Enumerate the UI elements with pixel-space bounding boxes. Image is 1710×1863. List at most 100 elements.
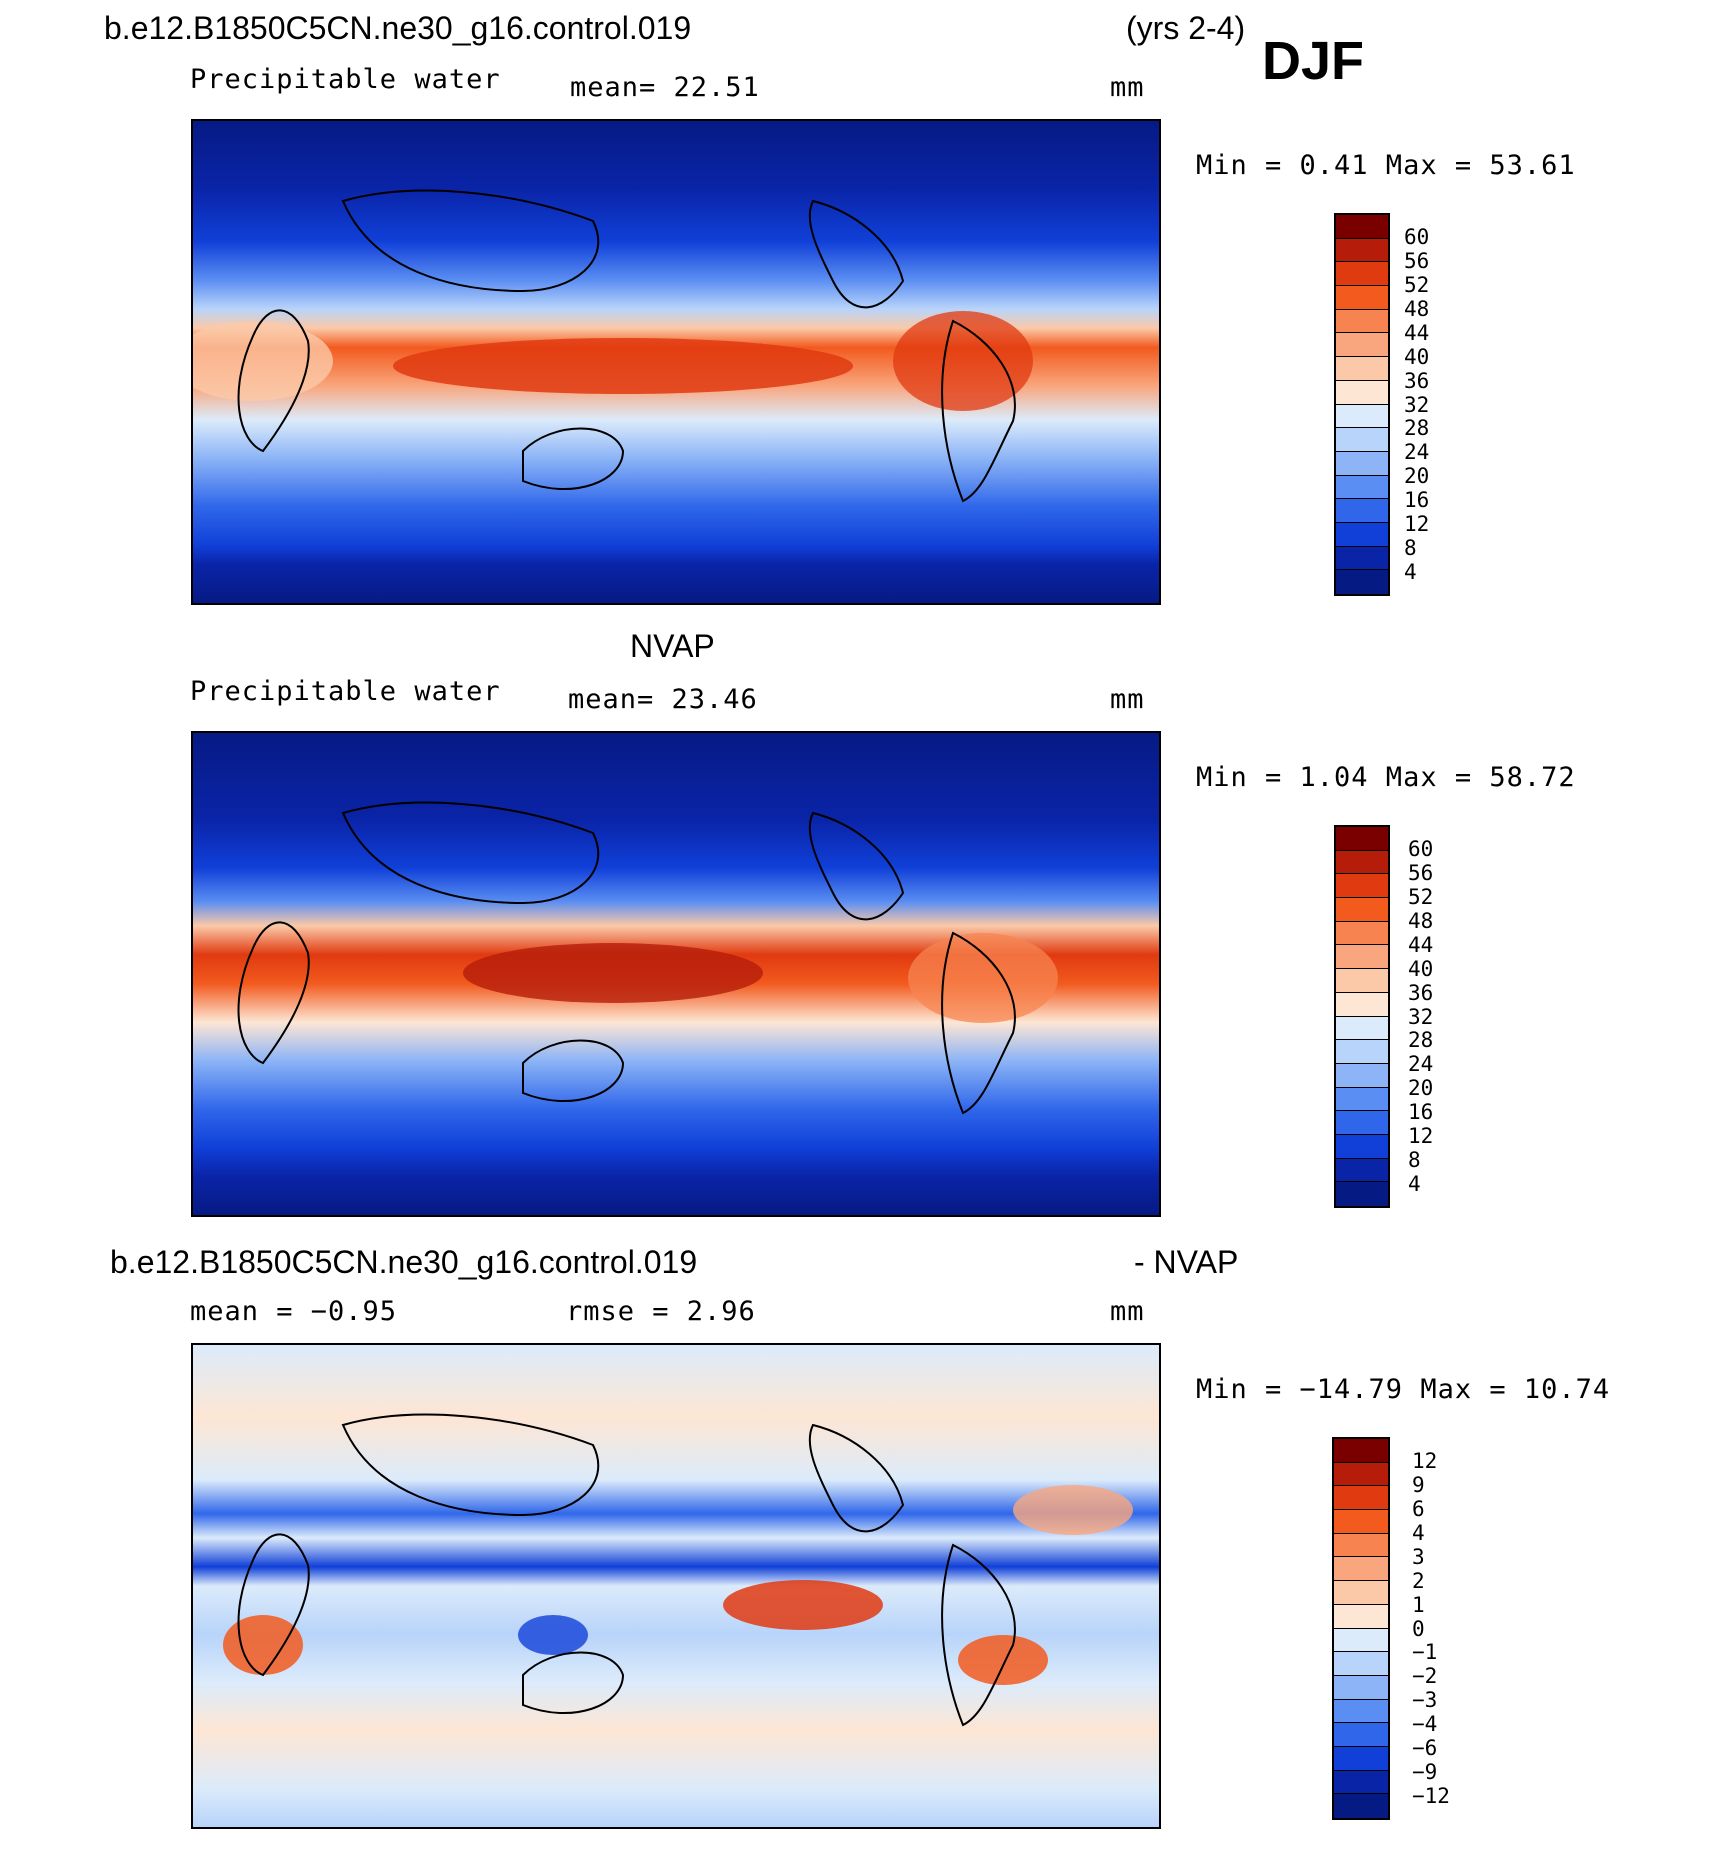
colorbar-swatch	[1334, 1794, 1388, 1818]
colorbar-swatch	[1336, 992, 1388, 1017]
colorbar-swatch	[1334, 1746, 1388, 1771]
colorbar-swatch	[1336, 262, 1388, 287]
colorbar-tick-label: 52	[1408, 884, 1434, 909]
colorbar-tick-label: 4	[1412, 1520, 1425, 1545]
colorbar-swatch	[1336, 499, 1388, 523]
colorbar-tick-label: 0	[1412, 1616, 1425, 1641]
model-pw-colorbar	[1334, 213, 1390, 596]
colorbar-tick-label: 12	[1412, 1448, 1438, 1473]
colorbar-tick-label: 4	[1404, 560, 1417, 585]
colorbar-tick-label: 8	[1408, 1148, 1421, 1173]
colorbar-swatch	[1336, 546, 1388, 571]
coastlines	[237, 1413, 1016, 1727]
mean-label: mean= 23.46	[568, 684, 758, 715]
colorbar-tick-label: 40	[1404, 344, 1430, 369]
model-pw-field	[193, 121, 1159, 603]
minmax-label: Min = 0.41 Max = 53.61	[1196, 150, 1576, 181]
colorbar-tick-label: 56	[1404, 248, 1430, 273]
colorbar-tick-label: −12	[1412, 1784, 1450, 1809]
colorbar-swatch	[1336, 380, 1388, 405]
colorbar-swatch	[1334, 1486, 1388, 1511]
units-label: mm	[1110, 72, 1145, 103]
diff-title-right: - NVAP	[1134, 1244, 1239, 1280]
colorbar-tick-label: −2	[1412, 1664, 1438, 1689]
model-pw-map	[191, 119, 1161, 605]
colorbar-tick-label: 32	[1404, 392, 1430, 417]
coastlines	[237, 801, 1016, 1115]
colorbar-tick-label: 60	[1404, 224, 1430, 249]
colorbar-tick-label: 28	[1408, 1028, 1434, 1053]
colorbar-tick-label: −6	[1412, 1736, 1438, 1761]
colorbar-swatch	[1336, 874, 1388, 899]
colorbar-tick-label: 44	[1408, 932, 1434, 957]
rmse-label: rmse = 2.96	[566, 1296, 756, 1327]
diff-pw-colorbar-ticks: 12 9 6 4 3 2 1 0 −1 −2 −3 −4 −6 −9 −12	[1412, 1437, 1472, 1820]
warm-pool-blobs	[463, 933, 1058, 1023]
anomaly-blobs	[223, 1485, 1133, 1685]
colorbar-swatch	[1336, 1016, 1388, 1041]
nvap-pw-colorbar-ticks: 60 56 52 48 44 40 36 32 28 24 20 16 12 8 4	[1408, 825, 1468, 1208]
coastlines	[237, 189, 1016, 503]
colorbar-swatch	[1336, 286, 1388, 310]
colorbar-swatch	[1334, 1462, 1388, 1487]
colorbar-tick-label: 9	[1412, 1472, 1425, 1497]
colorbar-swatch	[1334, 1581, 1388, 1605]
colorbar-swatch	[1334, 1557, 1388, 1582]
colorbar-tick-label: −4	[1412, 1712, 1438, 1737]
colorbar-swatch	[1336, 921, 1388, 946]
colorbar-tick-label: 36	[1404, 368, 1430, 393]
diff-pw-colorbar	[1332, 1437, 1390, 1820]
colorbar-swatch	[1336, 1134, 1388, 1159]
colorbar-swatch	[1336, 945, 1388, 970]
nvap-pw-colorbar	[1334, 825, 1390, 1208]
years-label: (yrs 2-4)	[1126, 10, 1246, 46]
diff-pw-map	[191, 1343, 1161, 1829]
colorbar-swatch	[1336, 451, 1388, 476]
colorbar-swatch	[1336, 238, 1388, 263]
colorbar-tick-label: 36	[1408, 980, 1434, 1005]
colorbar-tick-label: −1	[1412, 1640, 1438, 1665]
colorbar-tick-label: 6	[1412, 1496, 1425, 1521]
colorbar-swatch	[1334, 1510, 1388, 1534]
colorbar-tick-label: 40	[1408, 956, 1434, 981]
colorbar-swatch	[1336, 309, 1388, 334]
colorbar-tick-label: −3	[1412, 1688, 1438, 1713]
colorbar-swatch	[1336, 1040, 1388, 1064]
mean-label: mean = −0.95	[190, 1296, 398, 1327]
colorbar-swatch	[1336, 522, 1388, 547]
colorbar-tick-label: 32	[1408, 1004, 1434, 1029]
colorbar-swatch	[1336, 1158, 1388, 1183]
units-label: mm	[1110, 684, 1145, 715]
colorbar-tick-label: 56	[1408, 860, 1434, 885]
colorbar-tick-label: 12	[1404, 512, 1430, 537]
colorbar-swatch	[1336, 1063, 1388, 1088]
colorbar-tick-label: 52	[1404, 272, 1430, 297]
colorbar-tick-label: 20	[1404, 464, 1430, 489]
colorbar-swatch	[1334, 1533, 1388, 1558]
colorbar-swatch	[1336, 827, 1388, 851]
colorbar-tick-label: 8	[1404, 536, 1417, 561]
colorbar-tick-label: −9	[1412, 1760, 1438, 1785]
colorbar-tick-label: 4	[1408, 1172, 1421, 1197]
colorbar-tick-label: 24	[1408, 1052, 1434, 1077]
colorbar-swatch	[1336, 1087, 1388, 1112]
colorbar-swatch	[1336, 969, 1388, 993]
colorbar-tick-label: 1	[1412, 1592, 1425, 1617]
colorbar-segments	[1336, 215, 1388, 594]
colorbar-tick-label: 44	[1404, 320, 1430, 345]
colorbar-swatch	[1334, 1652, 1388, 1676]
mean-label: mean= 22.51	[570, 72, 760, 103]
diff-title-left: b.e12.B1850C5CN.ne30_g16.control.019	[110, 1244, 698, 1280]
colorbar-swatch	[1336, 1111, 1388, 1135]
units-label: mm	[1110, 1296, 1145, 1327]
variable-label: Precipitable water	[190, 64, 501, 95]
colorbar-swatch	[1334, 1723, 1388, 1747]
model-pw-colorbar-ticks: 60 56 52 48 44 40 36 32 28 24 20 16 12 8 4	[1404, 213, 1464, 596]
colorbar-swatch	[1334, 1770, 1388, 1795]
colorbar-swatch	[1336, 357, 1388, 381]
colorbar-swatch	[1334, 1439, 1388, 1463]
season-label: DJF	[1262, 31, 1365, 91]
colorbar-segments	[1334, 1439, 1388, 1818]
colorbar-tick-label: 2	[1412, 1568, 1425, 1593]
colorbar-swatch	[1336, 333, 1388, 358]
